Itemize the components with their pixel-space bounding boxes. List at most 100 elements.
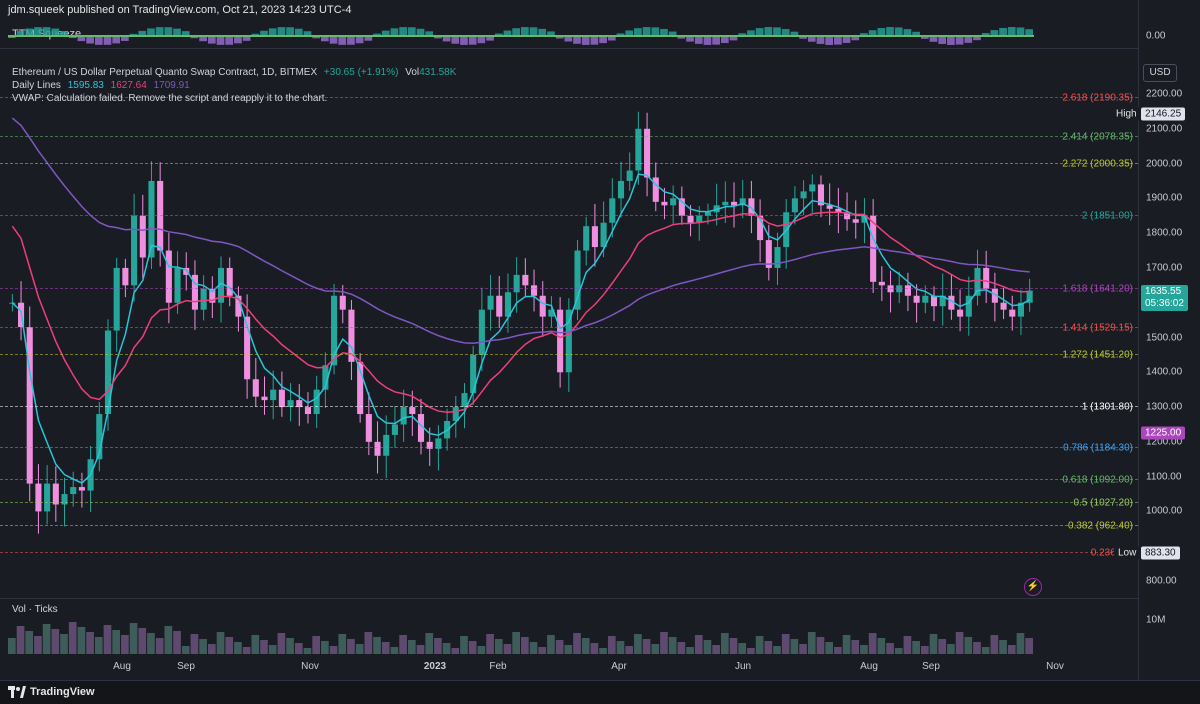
candle-body bbox=[52, 483, 59, 505]
tradingview-logo[interactable]: TradingView bbox=[8, 686, 95, 698]
volume-bar bbox=[312, 636, 321, 654]
ttm-histogram-bar bbox=[834, 36, 842, 45]
price-chart-canvas[interactable] bbox=[0, 0, 1138, 680]
volume-bar bbox=[155, 638, 164, 654]
ttm-histogram-bar bbox=[468, 36, 477, 45]
ttm-histogram-bar bbox=[607, 36, 616, 41]
ttm-histogram-bar bbox=[581, 36, 590, 45]
ttm-histogram-bar bbox=[816, 36, 825, 44]
publish-header: jdm.squeek published on TradingView.com,… bbox=[0, 0, 1200, 22]
price-tick-1: 2100.00 bbox=[1146, 123, 1183, 135]
candle-body bbox=[591, 226, 598, 248]
ttm-histogram-bar bbox=[477, 36, 486, 44]
fib-line-6 bbox=[0, 354, 1138, 356]
price-tick-9: 1200.00 bbox=[1146, 436, 1183, 448]
volume-bar bbox=[990, 635, 999, 654]
ttm-histogram-bar bbox=[442, 36, 451, 42]
candle-body bbox=[644, 128, 651, 178]
ttm-histogram-bar bbox=[199, 36, 207, 42]
volume-bar bbox=[207, 644, 216, 654]
ttm-histogram-bar bbox=[16, 30, 25, 36]
ttm-histogram-bar bbox=[494, 33, 503, 36]
ttm-histogram-bar bbox=[642, 27, 651, 36]
volume-bar bbox=[547, 635, 555, 654]
candle-body bbox=[96, 414, 103, 460]
ttm-histogram-bar bbox=[303, 31, 312, 36]
ttm-histogram-bar bbox=[77, 36, 86, 42]
chart-legend: Ethereum / US Dollar Perpetual Quanto Sw… bbox=[12, 66, 456, 105]
ttm-histogram-bar bbox=[920, 36, 929, 39]
daily-lines-label: Daily Lines bbox=[12, 80, 61, 91]
volume-bar bbox=[521, 637, 529, 654]
volume-bar bbox=[25, 631, 34, 654]
fib-label-0: 2.618 (2190.35) bbox=[1062, 92, 1133, 104]
tradingview-icon bbox=[8, 686, 26, 698]
lightning-icon[interactable]: ⚡ bbox=[1024, 578, 1042, 596]
volume-bar bbox=[894, 648, 903, 654]
candle-body bbox=[635, 128, 642, 171]
candle-body bbox=[217, 267, 225, 303]
candle-body bbox=[148, 180, 155, 258]
symbol-name[interactable]: Ethereum / US Dollar Perpetual Quanto Sw… bbox=[12, 67, 318, 78]
volume-bar bbox=[625, 646, 634, 654]
volume-bar bbox=[747, 648, 755, 654]
ttm-histogram-bar bbox=[929, 36, 938, 42]
volume-bar bbox=[660, 632, 668, 654]
time-axis[interactable]: Aug Sep Nov 2023 Feb Apr Jun Aug Sep Nov bbox=[0, 656, 1138, 678]
candle-body bbox=[791, 198, 798, 213]
volume-bar bbox=[60, 634, 68, 654]
candle-body bbox=[757, 215, 764, 241]
volume-bar bbox=[416, 645, 425, 654]
ttm-histogram-bar bbox=[451, 36, 460, 44]
volume-bar bbox=[1025, 638, 1033, 654]
ttm-histogram-bar bbox=[764, 27, 773, 36]
ttm-histogram-bar bbox=[564, 36, 573, 42]
candle-body bbox=[348, 309, 355, 362]
volume-pane-label[interactable]: Vol · Ticks bbox=[12, 604, 58, 615]
volume-bar bbox=[999, 640, 1007, 654]
candle-body bbox=[61, 494, 68, 505]
vwap-error-row[interactable]: VWAP: Calculation failed. Remove the scr… bbox=[12, 92, 456, 105]
fib-label-1: 2.414 (2078.35) bbox=[1062, 131, 1133, 143]
ttm-histogram-bar bbox=[390, 28, 399, 36]
candle-body bbox=[183, 267, 190, 275]
fib-label-4: 1.618 (1641.20) bbox=[1062, 283, 1133, 295]
candle-body bbox=[200, 288, 207, 310]
volume-bar bbox=[347, 639, 355, 654]
volume-bar bbox=[781, 634, 790, 654]
ttm-histogram-bar bbox=[155, 27, 164, 36]
volume-bar bbox=[164, 626, 173, 654]
candle-body bbox=[800, 191, 807, 199]
candle-body bbox=[452, 407, 459, 421]
ttm-histogram-bar bbox=[790, 31, 799, 36]
volume-bar bbox=[720, 633, 729, 654]
ttm-histogram-bar bbox=[894, 27, 903, 36]
daily-lines-row[interactable]: Daily Lines 1595.83 1627.64 1709.91 bbox=[12, 79, 456, 92]
fib-label-9: 0.618 (1092.00) bbox=[1062, 474, 1133, 486]
ttm-histogram-bar bbox=[338, 36, 347, 45]
currency-button[interactable]: USD bbox=[1143, 64, 1177, 82]
ttm-histogram-bar bbox=[842, 36, 851, 43]
volume-bar bbox=[199, 639, 207, 654]
candle-body bbox=[983, 267, 990, 289]
volume-bar bbox=[703, 640, 712, 654]
ttm-histogram-bar bbox=[407, 27, 416, 36]
candle-body bbox=[287, 400, 294, 408]
volume-bar bbox=[947, 644, 955, 654]
volume-bar bbox=[225, 637, 234, 654]
volume-bar bbox=[834, 647, 842, 654]
volume-bar bbox=[634, 634, 642, 654]
ttm-histogram-bar bbox=[1007, 27, 1016, 36]
ttm-histogram-bar bbox=[121, 36, 129, 41]
volume-bar bbox=[355, 644, 364, 654]
candle-body bbox=[522, 274, 529, 286]
volume-bar bbox=[451, 648, 460, 654]
high-label: High bbox=[1112, 107, 1141, 121]
candle-body bbox=[496, 295, 503, 317]
candle-body bbox=[948, 295, 955, 310]
time-label-2023: 2023 bbox=[423, 661, 447, 672]
ttm-histogram-bar bbox=[947, 36, 955, 45]
candle-body bbox=[835, 208, 842, 213]
ttm-histogram-bar bbox=[355, 36, 364, 44]
ttm-histogram-bar bbox=[660, 28, 668, 36]
